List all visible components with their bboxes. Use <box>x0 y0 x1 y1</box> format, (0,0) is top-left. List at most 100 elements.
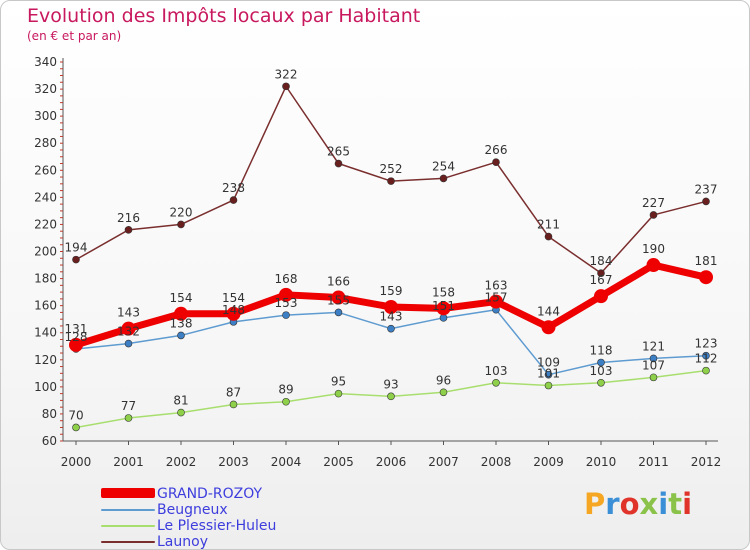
data-point <box>229 196 238 204</box>
data-label: 190 <box>642 242 665 256</box>
data-point <box>436 301 451 316</box>
data-point <box>124 226 133 234</box>
y-tick-label: 260 <box>34 163 57 177</box>
data-point <box>649 211 658 219</box>
data-point <box>282 82 290 91</box>
data-label: 95 <box>331 375 346 389</box>
data-label: 70 <box>68 408 83 422</box>
data-label: 109 <box>537 356 560 370</box>
y-tick-label: 140 <box>34 326 57 340</box>
data-point <box>387 177 395 185</box>
data-point <box>702 366 710 375</box>
legend-swatch <box>101 509 155 511</box>
data-label: 81 <box>173 394 188 408</box>
data-point <box>72 423 80 432</box>
data-point <box>702 351 710 360</box>
data-label: 153 <box>275 296 298 310</box>
x-tick-label: 2003 <box>218 455 249 469</box>
data-point <box>541 320 556 335</box>
data-label: 166 <box>327 275 350 289</box>
data-point <box>174 306 188 321</box>
x-tick-label: 2008 <box>481 455 512 469</box>
legend-swatch <box>101 541 155 543</box>
x-tick-label: 2010 <box>586 455 617 469</box>
data-label: 77 <box>121 399 136 413</box>
legend-label: GRAND-ROZOY <box>157 486 263 502</box>
data-label: 254 <box>432 159 455 173</box>
chart-subtitle: (en € et par an) <box>27 29 122 43</box>
data-point <box>597 358 605 367</box>
data-point <box>699 270 713 285</box>
logo-letter: i <box>682 487 693 521</box>
data-label: 89 <box>278 383 293 397</box>
data-label: 143 <box>117 306 140 320</box>
x-tick-label: 2007 <box>428 455 459 469</box>
data-label: 220 <box>170 205 193 219</box>
data-label: 132 <box>117 325 140 339</box>
data-point <box>124 339 133 348</box>
y-tick-label: 80 <box>42 407 57 421</box>
data-label: 194 <box>65 241 88 255</box>
data-point <box>334 389 343 398</box>
data-label: 155 <box>327 293 350 307</box>
y-tick-label: 240 <box>34 190 57 204</box>
y-tick-label: 340 <box>34 55 57 69</box>
data-label: 168 <box>275 272 298 286</box>
x-tick-label: 2006 <box>376 455 407 469</box>
data-point <box>489 294 503 309</box>
data-label: 93 <box>383 377 398 391</box>
data-point <box>72 255 80 264</box>
y-tick-label: 180 <box>34 272 57 286</box>
y-tick-label: 60 <box>42 434 57 448</box>
x-tick-label: 2001 <box>113 455 144 469</box>
data-point <box>544 381 553 390</box>
data-point <box>544 232 553 241</box>
data-point <box>177 331 185 340</box>
data-label: 238 <box>222 181 245 195</box>
proxiti-logo: Proxiti <box>584 487 692 521</box>
x-tick-label: 2002 <box>166 455 197 469</box>
data-label: 144 <box>537 304 560 318</box>
data-label: 211 <box>537 218 560 232</box>
data-label: 181 <box>695 254 718 268</box>
y-tick-label: 100 <box>34 380 57 394</box>
data-point <box>226 306 241 321</box>
data-label: 123 <box>695 337 718 351</box>
data-point <box>124 414 133 422</box>
data-point <box>69 337 83 352</box>
data-label: 158 <box>432 285 455 299</box>
data-point <box>646 258 661 273</box>
data-point <box>282 397 290 406</box>
data-point <box>492 158 500 166</box>
data-point <box>594 289 608 304</box>
data-label: 103 <box>485 364 508 378</box>
data-label: 154 <box>222 291 245 305</box>
data-label: 112 <box>695 352 718 366</box>
data-point <box>177 220 185 229</box>
data-point <box>229 400 238 409</box>
y-tick-label: 120 <box>34 353 57 367</box>
data-label: 138 <box>170 316 193 330</box>
data-point <box>439 314 448 322</box>
data-point <box>597 378 605 387</box>
data-label: 101 <box>537 367 560 381</box>
data-point <box>387 392 395 401</box>
logo-letter: r <box>605 487 620 521</box>
y-tick-label: 200 <box>34 245 57 259</box>
x-tick-label: 2004 <box>271 455 302 469</box>
legend-label: Beugneux <box>157 502 228 518</box>
x-tick-label: 2005 <box>323 455 354 469</box>
data-label: 96 <box>436 373 451 387</box>
data-point <box>384 299 398 314</box>
y-tick-label: 320 <box>34 82 57 96</box>
data-label: 143 <box>380 310 403 324</box>
data-label: 216 <box>117 211 140 225</box>
x-tick-label: 2011 <box>638 455 669 469</box>
data-label: 128 <box>65 330 88 344</box>
data-point <box>387 324 395 333</box>
logo-letter: t <box>668 487 683 521</box>
data-point <box>121 321 136 336</box>
data-point <box>492 378 500 387</box>
data-label: 227 <box>642 196 665 210</box>
